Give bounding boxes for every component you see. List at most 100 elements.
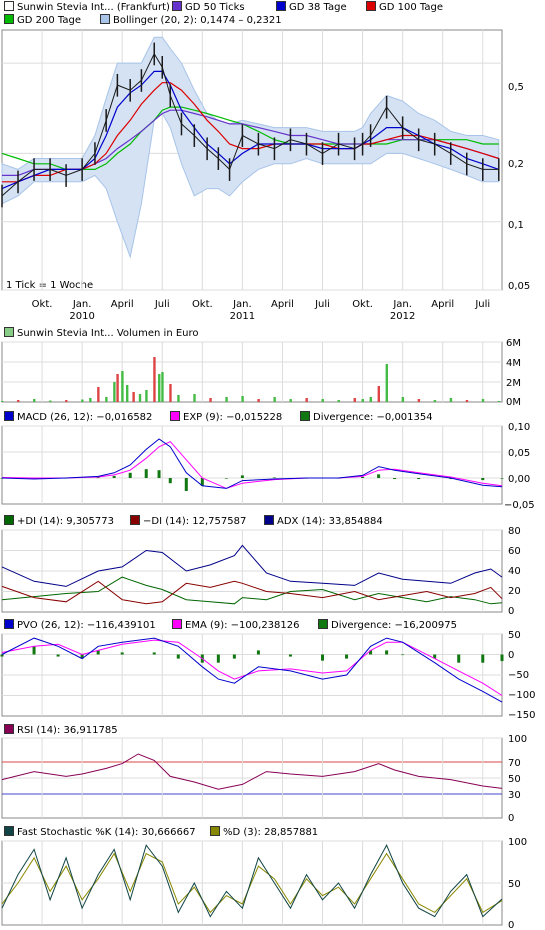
- volume-bar: [1, 401, 4, 402]
- pvo-y-tick: 0: [508, 650, 514, 661]
- volume-bar: [417, 399, 421, 402]
- legend-swatch: [100, 14, 110, 24]
- volume-bar: [353, 398, 356, 402]
- pvo-divergence-bar: [500, 654, 504, 662]
- volume-bar: [369, 397, 372, 402]
- legend-swatch: [4, 327, 14, 337]
- legend-pvo-ema: EMA (9): −100,238126: [172, 619, 300, 632]
- volume-bar: [126, 385, 129, 402]
- pvo-divergence-bar: [120, 652, 124, 655]
- volume-bar: [257, 399, 260, 402]
- volume-bar: [97, 387, 100, 402]
- pvo-divergence-bar: [0, 654, 4, 657]
- macd-divergence-bar: [224, 478, 228, 479]
- legend-swatch: [300, 411, 310, 421]
- rsi-y-tick: 0: [508, 813, 514, 824]
- rsi-y-tick: 30: [508, 790, 521, 801]
- macd-divergence-bar: [144, 469, 148, 478]
- pvo-divergence-bar: [232, 654, 236, 659]
- x-axis-label: Juli: [154, 299, 170, 310]
- volume-bar: [161, 372, 164, 402]
- volume-bar: [169, 384, 172, 402]
- main-note: 1 Tick = 1 Woche: [6, 280, 93, 291]
- legend-swatch: [276, 1, 286, 11]
- legend-swatch: [4, 724, 14, 734]
- macd-divergence-bar: [157, 470, 161, 478]
- macd-divergence-bar: [184, 478, 188, 491]
- x-axis-year: 2011: [230, 311, 255, 322]
- x-axis-label: Jan.: [392, 299, 412, 310]
- dmi-y-tick: 80: [508, 526, 521, 537]
- legend-swatch: [130, 515, 140, 525]
- legend-swatch: [4, 14, 14, 24]
- dmi-y-tick: 20: [508, 586, 521, 597]
- macd-divergence-bar: [240, 475, 244, 478]
- main-y-tick: 0,2: [508, 159, 524, 170]
- bollinger-band: [1, 36, 500, 259]
- rsi-y-tick: 50: [508, 774, 521, 785]
- x-axis-year: 2010: [69, 311, 94, 322]
- volume-bar: [145, 390, 148, 402]
- volume-bar: [321, 399, 324, 402]
- main-y-tick: 0,1: [508, 220, 524, 231]
- plus-di-line: [1, 576, 503, 605]
- pvo-divergence-bar: [457, 654, 461, 663]
- macd-y-tick: 0,00: [508, 474, 530, 485]
- legend-macd: MACD (26, 12): −0,016582: [4, 411, 152, 424]
- volume-bar: [153, 357, 156, 402]
- macd-divergence-bar: [449, 478, 453, 480]
- legend-swatch: [172, 619, 182, 629]
- volume-bar: [81, 399, 84, 402]
- volume-bar: [65, 400, 68, 402]
- legend-stoch-d: %D (3): 28,857881: [210, 826, 318, 839]
- pvo-divergence-bar: [32, 646, 36, 655]
- macd-divergence-bar: [168, 478, 172, 484]
- pvo-divergence-bar: [481, 654, 485, 663]
- volume-bar: [377, 386, 381, 402]
- x-axis-label: Jan.: [72, 299, 92, 310]
- macd-divergence-bar: [272, 477, 276, 479]
- legend-swatch: [318, 619, 328, 629]
- volume-bar: [209, 398, 212, 402]
- macd-divergence-bar: [200, 478, 204, 486]
- dmi-y-tick: 40: [508, 566, 521, 577]
- macd-y-tick: 0,10: [508, 422, 530, 433]
- stoch-y-tick: 50: [508, 879, 521, 890]
- legend-volume: Sunwin Stevia Int... Volumen in Euro: [4, 327, 199, 340]
- volume-bar: [132, 392, 135, 402]
- volume-bar: [401, 397, 405, 402]
- legend-price: Sunwin Stevia Int... (Frankfurt): [4, 1, 170, 14]
- volume-bar: [177, 395, 180, 402]
- pvo-divergence-bar: [256, 650, 260, 655]
- volume-bar: [241, 396, 244, 402]
- legend-pvo-divergence: Divergence: −16,200975: [318, 619, 457, 632]
- legend-swatch: [366, 1, 376, 11]
- legend-swatch: [4, 1, 14, 11]
- volume-bar: [193, 394, 196, 402]
- legend-swatch: [170, 411, 180, 421]
- pvo-divergence-bar: [369, 650, 373, 655]
- stoch-y-tick: 100: [508, 837, 527, 848]
- macd-y-tick: −0,05: [504, 500, 535, 511]
- volume-bar: [305, 398, 308, 402]
- x-axis-label: Okt.: [352, 299, 373, 310]
- pvo-y-tick: −100: [508, 690, 535, 701]
- volume-bar: [337, 400, 340, 402]
- volume-bar: [289, 399, 292, 402]
- legend-gd50: GD 50 Ticks: [172, 1, 245, 14]
- macd-divergence-bar: [361, 476, 365, 478]
- legend-gd38: GD 38 Tage: [276, 1, 347, 14]
- pvo-y-tick: −50: [508, 670, 529, 681]
- volume-bar: [138, 394, 142, 402]
- volume-bar: [158, 374, 161, 402]
- pvo-divergence-bar: [288, 654, 292, 657]
- volume-panel: [1, 341, 503, 403]
- stoch-d-line: [1, 852, 503, 914]
- volume-bar: [225, 397, 228, 402]
- macd-divergence-bar: [417, 478, 421, 480]
- legend-plus-di: +DI (14): 9,305773: [4, 515, 114, 528]
- volume-bar: [17, 400, 20, 402]
- volume-bar: [361, 399, 364, 402]
